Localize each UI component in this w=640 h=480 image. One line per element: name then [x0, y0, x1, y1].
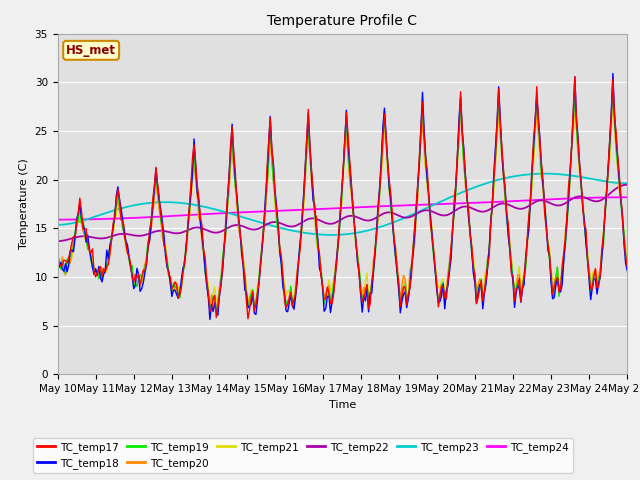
TC_temp23 — [243, 216, 250, 221]
TC_temp23 — [252, 218, 260, 224]
TC_temp17 — [305, 107, 312, 112]
TC_temp17 — [244, 316, 252, 322]
TC_temp18 — [54, 264, 61, 270]
TC_temp22 — [124, 231, 131, 237]
TC_temp18 — [225, 174, 233, 180]
Line: TC_temp17: TC_temp17 — [58, 77, 627, 319]
TC_temp21 — [250, 306, 258, 312]
TC_temp24 — [591, 195, 599, 201]
TC_temp19 — [212, 309, 220, 315]
TC_temp22 — [623, 182, 631, 188]
X-axis label: Time: Time — [329, 400, 356, 409]
TC_temp18 — [124, 242, 131, 248]
TC_temp17 — [623, 263, 631, 269]
TC_temp21 — [124, 250, 131, 256]
TC_temp20 — [244, 301, 252, 307]
TC_temp19 — [623, 265, 631, 271]
TC_temp22 — [303, 217, 310, 223]
TC_temp24 — [243, 209, 250, 215]
TC_temp24 — [623, 194, 631, 200]
TC_temp19 — [244, 304, 252, 310]
Y-axis label: Temperature (C): Temperature (C) — [19, 158, 29, 250]
TC_temp18 — [253, 297, 261, 303]
Title: Temperature Profile C: Temperature Profile C — [268, 14, 417, 28]
TC_temp24 — [252, 209, 260, 215]
TC_temp17 — [253, 289, 261, 295]
Line: TC_temp18: TC_temp18 — [58, 73, 627, 319]
TC_temp17 — [223, 195, 231, 201]
TC_temp20 — [609, 92, 617, 98]
TC_temp23 — [541, 171, 548, 177]
TC_temp22 — [223, 225, 231, 231]
TC_temp22 — [591, 198, 599, 204]
TC_temp23 — [623, 180, 631, 186]
TC_temp19 — [609, 86, 617, 92]
TC_temp23 — [328, 232, 336, 238]
Line: TC_temp24: TC_temp24 — [58, 197, 627, 220]
TC_temp21 — [623, 264, 631, 269]
TC_temp19 — [593, 285, 601, 290]
TC_temp21 — [253, 282, 261, 288]
Line: TC_temp19: TC_temp19 — [58, 89, 627, 312]
TC_temp22 — [252, 227, 260, 232]
TC_temp20 — [623, 259, 631, 265]
Legend: TC_temp17, TC_temp18, TC_temp19, TC_temp20, TC_temp21, TC_temp22, TC_temp23, TC_: TC_temp17, TC_temp18, TC_temp19, TC_temp… — [33, 438, 573, 473]
TC_temp21 — [54, 264, 61, 270]
TC_temp24 — [124, 215, 131, 221]
TC_temp23 — [124, 204, 131, 210]
TC_temp21 — [243, 284, 250, 290]
TC_temp18 — [305, 110, 312, 116]
TC_temp20 — [305, 128, 312, 134]
TC_temp17 — [124, 250, 131, 256]
TC_temp21 — [609, 101, 617, 107]
Text: HS_met: HS_met — [66, 44, 116, 57]
TC_temp22 — [54, 238, 61, 244]
TC_temp19 — [253, 291, 261, 297]
Line: TC_temp20: TC_temp20 — [58, 95, 627, 310]
TC_temp24 — [54, 217, 61, 223]
TC_temp18 — [244, 305, 252, 311]
TC_temp18 — [206, 316, 214, 322]
TC_temp22 — [243, 225, 250, 230]
TC_temp24 — [303, 207, 310, 213]
TC_temp20 — [206, 307, 214, 312]
TC_temp19 — [124, 246, 131, 252]
TC_temp17 — [571, 74, 579, 80]
TC_temp21 — [305, 128, 312, 134]
TC_temp23 — [223, 210, 231, 216]
TC_temp23 — [595, 177, 602, 183]
TC_temp20 — [54, 268, 61, 274]
TC_temp20 — [593, 281, 601, 287]
TC_temp23 — [54, 222, 61, 228]
TC_temp23 — [303, 230, 310, 236]
TC_temp18 — [609, 71, 617, 76]
Line: TC_temp22: TC_temp22 — [58, 185, 627, 241]
TC_temp19 — [54, 268, 61, 274]
TC_temp17 — [595, 284, 602, 289]
TC_temp19 — [225, 180, 233, 185]
TC_temp17 — [243, 299, 250, 304]
TC_temp20 — [253, 288, 261, 294]
TC_temp20 — [225, 190, 233, 195]
Line: TC_temp23: TC_temp23 — [58, 174, 627, 235]
TC_temp19 — [305, 123, 312, 129]
TC_temp21 — [223, 205, 231, 211]
TC_temp20 — [124, 245, 131, 251]
TC_temp18 — [623, 268, 631, 274]
TC_temp21 — [593, 274, 601, 280]
TC_temp18 — [593, 291, 601, 297]
Line: TC_temp21: TC_temp21 — [58, 104, 627, 309]
TC_temp17 — [54, 264, 61, 270]
TC_temp24 — [223, 210, 231, 216]
